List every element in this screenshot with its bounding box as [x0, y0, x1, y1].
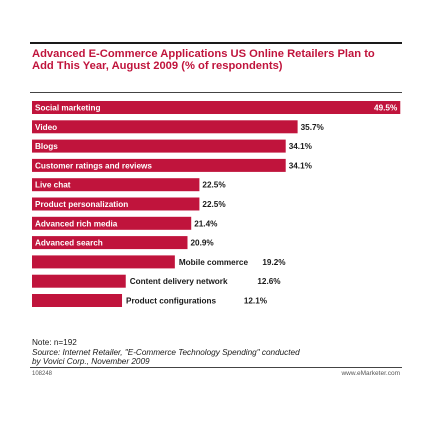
top-rule [30, 42, 402, 44]
value-label: 12.1% [244, 297, 268, 306]
note-source-continued: by Vovici Corp., November 2009 [32, 357, 150, 366]
value-label: 34.1% [289, 161, 313, 170]
note-sample-size: Note: n=192 [32, 338, 77, 347]
category-label: Blogs [35, 142, 58, 151]
bar-live-chat [32, 178, 200, 192]
value-label: 20.9% [190, 239, 214, 248]
chart-code: 108248 [32, 371, 53, 377]
bar-content-delivery-network [32, 274, 126, 288]
bar-product-configurations [32, 294, 123, 307]
bar-mobile-commerce [32, 255, 175, 269]
category-label: Live chat [35, 181, 71, 190]
footer-rule [30, 367, 402, 368]
note-source: Source: Internet Retailer, "E-Commerce T… [32, 347, 300, 357]
category-label: Product personalization [35, 200, 128, 209]
bar-blogs [32, 139, 286, 153]
title-rule [30, 92, 402, 93]
value-label: 12.6% [257, 277, 281, 286]
category-label: Advanced search [35, 239, 103, 248]
bar-advanced-rich-media [32, 216, 192, 230]
bar-customer-ratings-and-reviews [32, 158, 286, 172]
chart-title: Advanced E-Commerce Applications US Onli… [32, 48, 375, 72]
category-label: Video [35, 123, 57, 132]
category-label: Social marketing [35, 104, 101, 113]
site-credit: www.eMarketer.com [341, 370, 400, 377]
value-label: 49.5% [374, 104, 398, 113]
category-label: Advanced rich media [35, 219, 118, 228]
value-label: 22.5% [202, 181, 226, 190]
value-label: 19.2% [262, 258, 286, 267]
bar-advanced-search [32, 236, 188, 250]
category-label: Content delivery network [130, 277, 228, 286]
value-label: 21.4% [194, 219, 218, 228]
chart-note: Note: n=192 Source: Internet Retailer, "… [32, 338, 402, 367]
bar-product-personalization [32, 197, 200, 211]
bar-social-marketing [32, 101, 401, 114]
value-label: 22.5% [202, 200, 226, 209]
category-label: Product configurations [126, 297, 217, 306]
value-label: 35.7% [301, 123, 325, 132]
category-label: Customer ratings and reviews [35, 161, 152, 170]
category-label: Mobile commerce [179, 258, 249, 267]
bar-video [32, 120, 298, 134]
value-label: 34.1% [289, 142, 313, 151]
